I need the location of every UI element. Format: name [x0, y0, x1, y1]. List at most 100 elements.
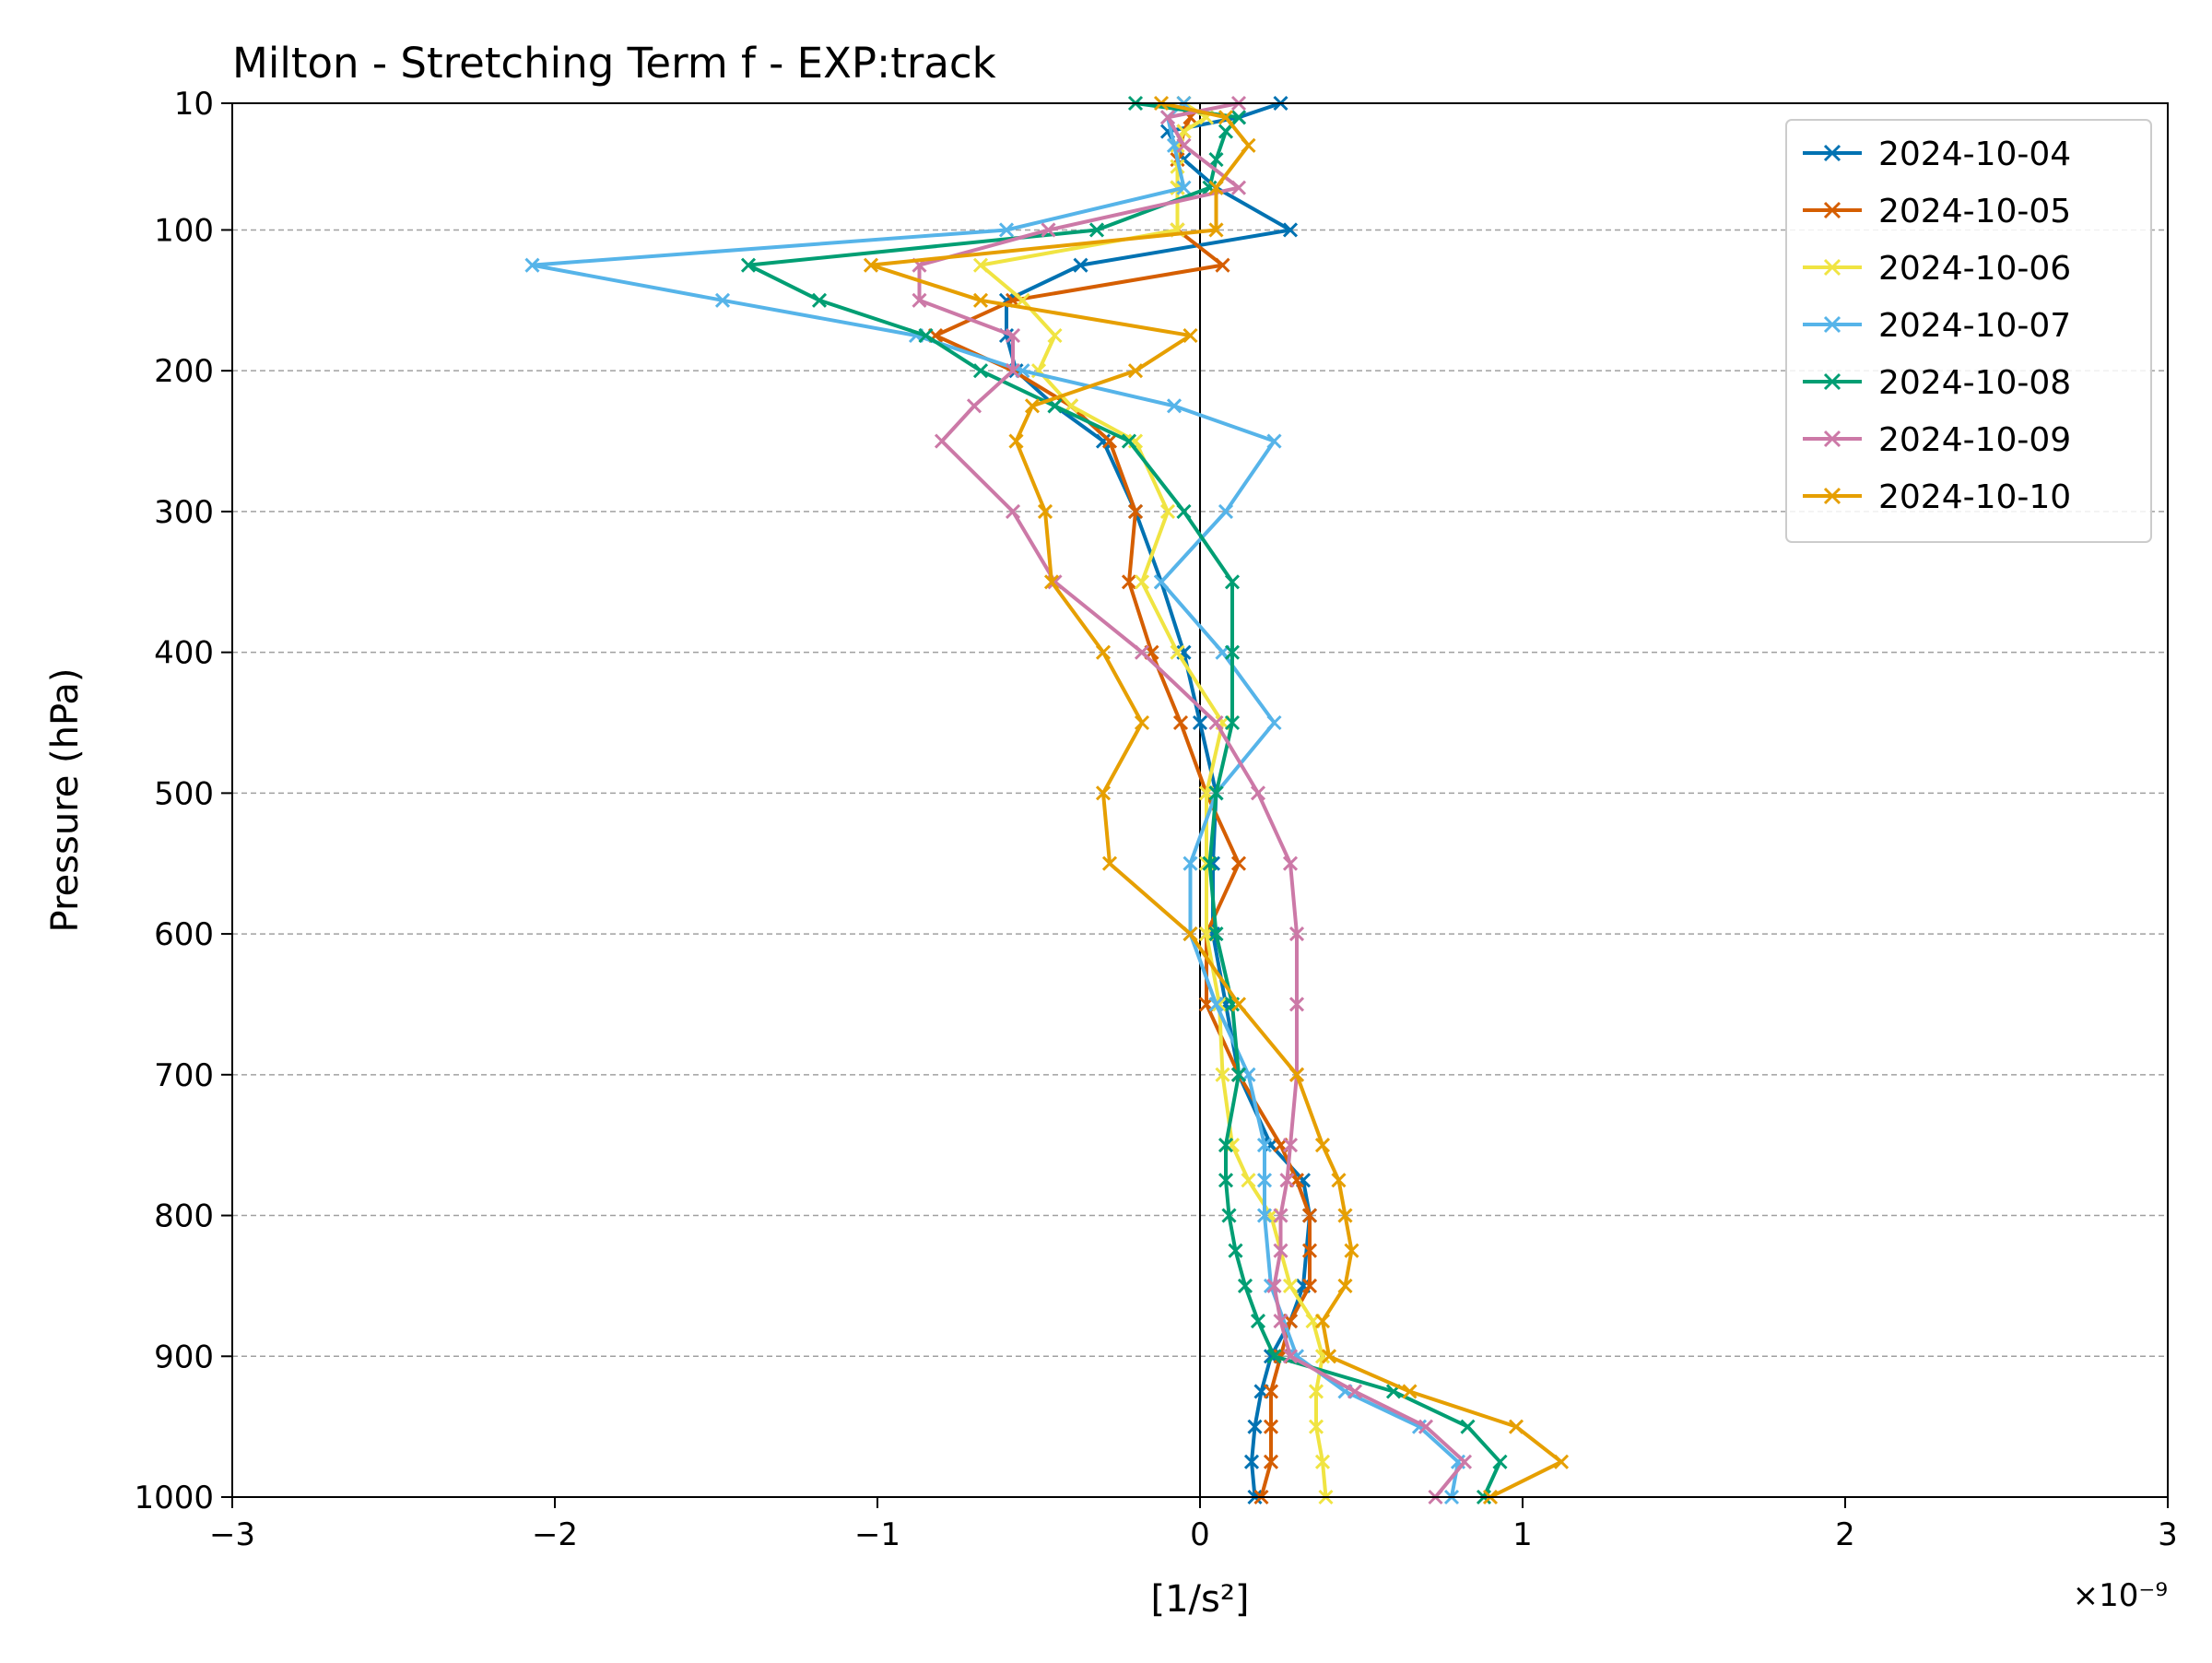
data-point-marker [1041, 222, 1056, 238]
data-point-marker [1456, 1454, 1473, 1469]
data-point-marker [1230, 110, 1247, 125]
data-point-marker [1301, 1278, 1318, 1293]
data-point-marker [1256, 1208, 1273, 1223]
data-point-marker [1314, 1138, 1331, 1153]
legend-item: 2024-10-06 [1803, 250, 2071, 288]
y-tick-label: 500 [154, 775, 214, 812]
data-point-marker [1215, 257, 1230, 273]
series-2024-10-09 [912, 95, 1473, 1505]
legend: 2024-10-04 2024-10-05 2024-10-06 2024-10-07… [1785, 119, 2152, 543]
data-point-marker [1308, 1384, 1324, 1399]
data-point-marker [1256, 1138, 1273, 1153]
data-point-marker [1134, 714, 1150, 731]
y-tick-label: 10 [174, 86, 214, 123]
legend-box [1785, 119, 2152, 543]
data-point-marker [1508, 1419, 1524, 1434]
legend-item: 2024-10-04 [1803, 136, 2071, 173]
data-point-marker [1243, 1454, 1260, 1469]
data-point-marker [918, 327, 934, 344]
series-line [530, 101, 1460, 1498]
x-tick-label: 1 [1512, 1516, 1533, 1553]
data-point-marker [1208, 152, 1224, 168]
data-point-marker [972, 257, 989, 273]
data-point-marker [1273, 1208, 1288, 1223]
data-point-marker [1301, 1208, 1318, 1223]
y-tick-label: 700 [154, 1057, 214, 1094]
data-point-marker [1553, 1454, 1570, 1469]
legend-marker [1823, 201, 1841, 219]
data-point-marker [1230, 855, 1247, 871]
data-point-marker [1121, 433, 1137, 449]
x-tick-label: 3 [2158, 1516, 2178, 1553]
legend-label: 2024-10-08 [1878, 364, 2071, 402]
data-point-marker [1263, 1384, 1279, 1399]
legend-label: 2024-10-05 [1878, 193, 2071, 230]
data-point-marker [1208, 180, 1224, 195]
legend-marker [1823, 487, 1841, 505]
data-point-marker [1331, 1173, 1347, 1188]
data-point-marker [1492, 1454, 1508, 1469]
data-point-marker [1256, 1173, 1273, 1188]
x-axis-label: [1/s²] [1150, 1578, 1249, 1621]
data-point-marker [1182, 327, 1198, 344]
x-tick-label: −3 [209, 1516, 255, 1553]
data-point-marker [1237, 1278, 1253, 1293]
data-point-marker [1273, 1243, 1288, 1258]
data-point-marker [1182, 855, 1198, 871]
data-point-marker [1215, 1067, 1230, 1082]
data-point-marker [1250, 1314, 1266, 1329]
legend-label: 2024-10-07 [1878, 307, 2071, 345]
y-axis-ticks: 10 100 200 300 400 500 600 700 800 900 1000 [134, 86, 232, 1516]
data-point-marker [1095, 644, 1112, 660]
y-tick-label: 1000 [134, 1480, 214, 1516]
data-point-marker [1134, 574, 1150, 590]
series-2024-10-10 [863, 95, 1570, 1505]
data-point-marker [1005, 503, 1021, 519]
data-point-marker [1015, 292, 1030, 308]
legend-marker [1823, 430, 1841, 448]
legend-marker [1823, 315, 1841, 334]
data-point-marker [1208, 222, 1224, 238]
legend-label: 2024-10-10 [1878, 478, 2071, 516]
data-point-marker [1337, 1278, 1353, 1293]
data-point-marker [1224, 574, 1241, 590]
y-tick-label: 200 [154, 353, 214, 390]
data-point-marker [1121, 574, 1137, 590]
y-tick-label: 800 [154, 1198, 214, 1235]
data-point-marker [1337, 1208, 1353, 1223]
data-point-marker [863, 257, 879, 273]
data-point-marker [524, 257, 540, 273]
data-point-marker [998, 222, 1015, 238]
data-point-marker [1218, 124, 1234, 139]
x-tick-label: 0 [1190, 1516, 1210, 1553]
data-point-marker [912, 292, 927, 308]
data-point-marker [1230, 180, 1247, 195]
data-point-marker [1241, 1173, 1256, 1188]
data-point-marker [1176, 503, 1192, 519]
data-point-marker [1192, 714, 1208, 731]
series-line [917, 101, 1466, 1499]
data-point-marker [1418, 1419, 1434, 1434]
y-tick-label: 400 [154, 635, 214, 672]
data-point-marker [1314, 1314, 1331, 1329]
data-point-marker [1282, 222, 1299, 238]
legend-label: 2024-10-09 [1878, 421, 2071, 459]
data-point-marker [1273, 1314, 1288, 1329]
data-point-marker [1314, 1454, 1331, 1469]
x-axis-scale-label: ×10⁻⁹ [2073, 1577, 2168, 1614]
data-point-marker [1282, 1278, 1299, 1293]
series-2024-10-05 [927, 95, 1318, 1505]
legend-label: 2024-10-06 [1878, 250, 2071, 288]
x-axis-ticks: −3 −2 −1 0 1 2 3 [209, 1497, 2178, 1553]
data-point-marker [1008, 433, 1024, 449]
legend-label: 2024-10-04 [1878, 136, 2071, 173]
data-point-marker [1301, 1243, 1318, 1258]
data-point-marker [1208, 926, 1224, 942]
y-tick-label: 900 [154, 1339, 214, 1375]
series-line [934, 102, 1312, 1498]
data-point-marker [1159, 110, 1176, 125]
data-point-marker [1247, 1419, 1263, 1434]
legend-marker [1823, 258, 1841, 277]
data-point-marker [1218, 1173, 1234, 1188]
data-point-marker [811, 292, 828, 308]
